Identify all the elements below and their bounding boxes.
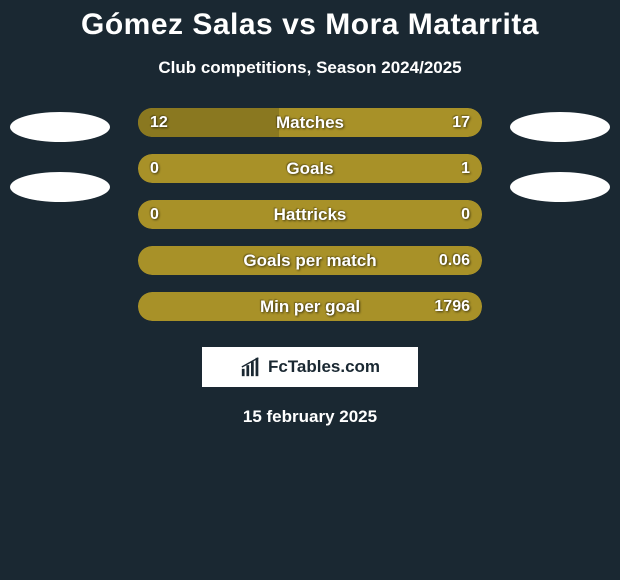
stats-area: 12 Matches 17 0 Goals 1 0 Hattricks 0 Goals per m… (0, 108, 620, 321)
stat-value-right: 17 (452, 114, 470, 132)
date-label: 15 february 2025 (0, 407, 620, 427)
stat-label: Min per goal (260, 297, 360, 317)
avatar-column-left (10, 108, 120, 321)
stat-value-right: 1 (461, 160, 470, 178)
stat-label: Goals (286, 159, 333, 179)
comparison-card: Gómez Salas vs Mora Matarrita Club compe… (0, 0, 620, 427)
stat-bars: 12 Matches 17 0 Goals 1 0 Hattricks 0 Goals per m… (138, 108, 482, 321)
avatar (10, 172, 110, 202)
stat-value-left: 0 (150, 206, 159, 224)
stat-row: 12 Matches 17 (138, 108, 482, 137)
avatar (510, 112, 610, 142)
stat-value-right: 0 (461, 206, 470, 224)
stat-value-left: 12 (150, 114, 168, 132)
stat-value-right: 0.06 (439, 252, 470, 270)
stat-row: Goals per match 0.06 (138, 246, 482, 275)
stat-label: Goals per match (243, 251, 376, 271)
brand-logo[interactable]: FcTables.com (202, 347, 418, 387)
avatar (10, 112, 110, 142)
stat-value-right: 1796 (434, 298, 470, 316)
avatar (510, 172, 610, 202)
stat-row: 0 Hattricks 0 (138, 200, 482, 229)
brand-text: FcTables.com (268, 357, 380, 377)
stat-value-left: 0 (150, 160, 159, 178)
stat-row: Min per goal 1796 (138, 292, 482, 321)
page-title: Gómez Salas vs Mora Matarrita (0, 8, 620, 42)
chart-icon (240, 356, 262, 378)
stat-label: Hattricks (274, 205, 347, 225)
subtitle: Club competitions, Season 2024/2025 (0, 58, 620, 78)
stat-row: 0 Goals 1 (138, 154, 482, 183)
stat-label: Matches (276, 113, 344, 133)
avatar-column-right (500, 108, 610, 321)
